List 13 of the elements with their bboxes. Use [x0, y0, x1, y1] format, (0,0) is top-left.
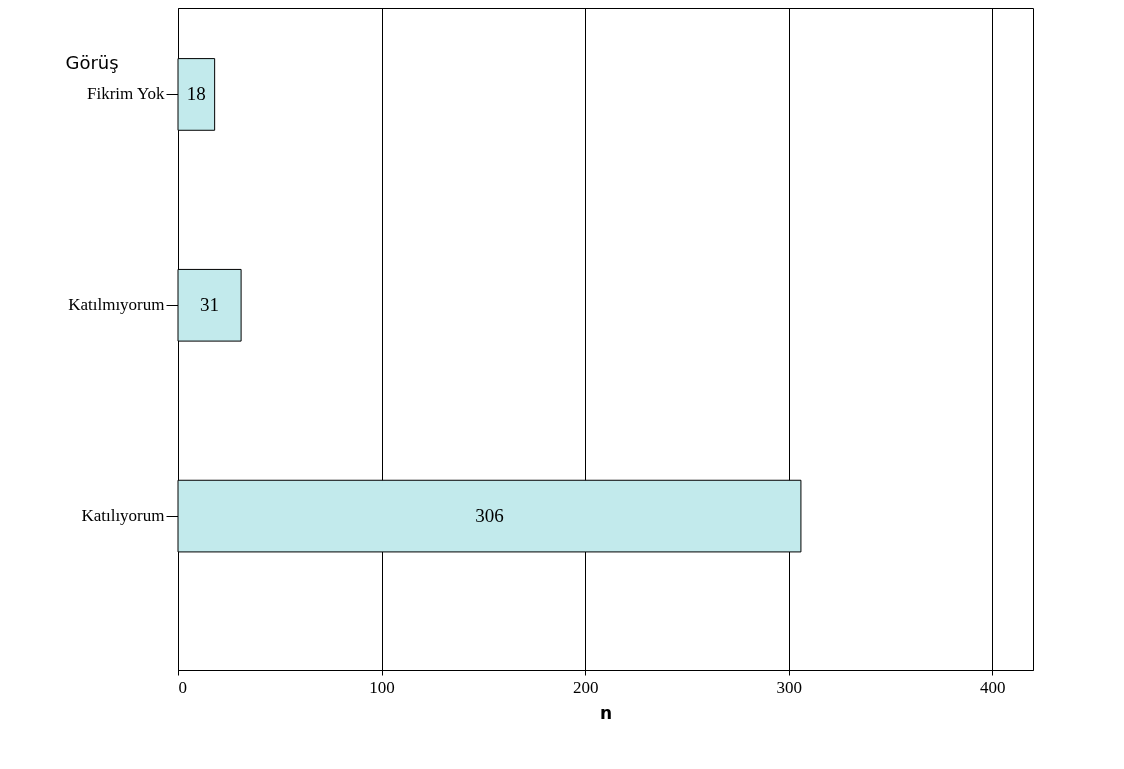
- x-tick-label: 300: [776, 677, 802, 697]
- y-tick-label: Katılıyorum: [81, 506, 165, 526]
- x-tick-label: 100: [369, 677, 395, 697]
- x-tick-label: 400: [980, 677, 1006, 697]
- x-axis-title: n: [599, 702, 613, 723]
- y-tick-label: Katılmıyorum: [68, 295, 165, 315]
- data-label: 31: [200, 294, 220, 316]
- x-tick-label: 0: [178, 677, 187, 697]
- data-label: 306: [475, 505, 504, 527]
- data-label: 18: [186, 83, 206, 105]
- x-tick-label: 200: [572, 677, 599, 697]
- y-axis-title: Görüş: [65, 51, 119, 73]
- y-tick-label: Fikrim Yok: [87, 84, 165, 104]
